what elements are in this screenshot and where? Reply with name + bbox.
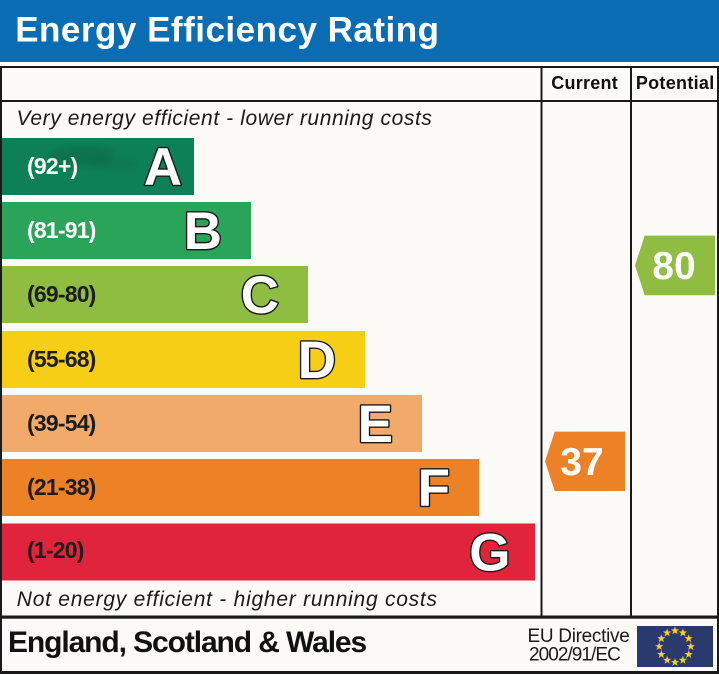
svg-text:EU Directive: EU Directive xyxy=(528,626,630,647)
svg-text:2002/91/EC: 2002/91/EC xyxy=(529,644,620,665)
svg-text:G: G xyxy=(469,523,510,582)
svg-text:E: E xyxy=(358,395,393,454)
svg-text:C: C xyxy=(241,266,279,325)
svg-text:(1-20): (1-20) xyxy=(27,537,84,563)
svg-text:Very energy efficient - lower: Very energy efficient - lower running co… xyxy=(17,107,433,130)
svg-text:(39-54): (39-54) xyxy=(27,410,96,436)
svg-text:(69-80): (69-80) xyxy=(27,281,96,307)
svg-text:Potential: Potential xyxy=(636,73,715,93)
svg-text:A: A xyxy=(144,138,182,197)
svg-text:England, Scotland & Wales: England, Scotland & Wales xyxy=(8,626,367,659)
svg-text:B: B xyxy=(184,202,222,261)
svg-text:Current: Current xyxy=(551,73,618,93)
svg-text:Energy Efficiency Rating: Energy Efficiency Rating xyxy=(15,10,439,49)
svg-text:F: F xyxy=(418,459,450,518)
svg-text:(55-68): (55-68) xyxy=(27,346,96,372)
svg-text:(21-38): (21-38) xyxy=(27,474,96,500)
svg-text:Not energy efficient - higher: Not energy efficient - higher running co… xyxy=(17,588,438,611)
svg-text:(81-91): (81-91) xyxy=(27,217,96,243)
svg-text:80: 80 xyxy=(652,245,695,288)
svg-text:37: 37 xyxy=(560,441,603,484)
svg-text:D: D xyxy=(298,331,336,390)
